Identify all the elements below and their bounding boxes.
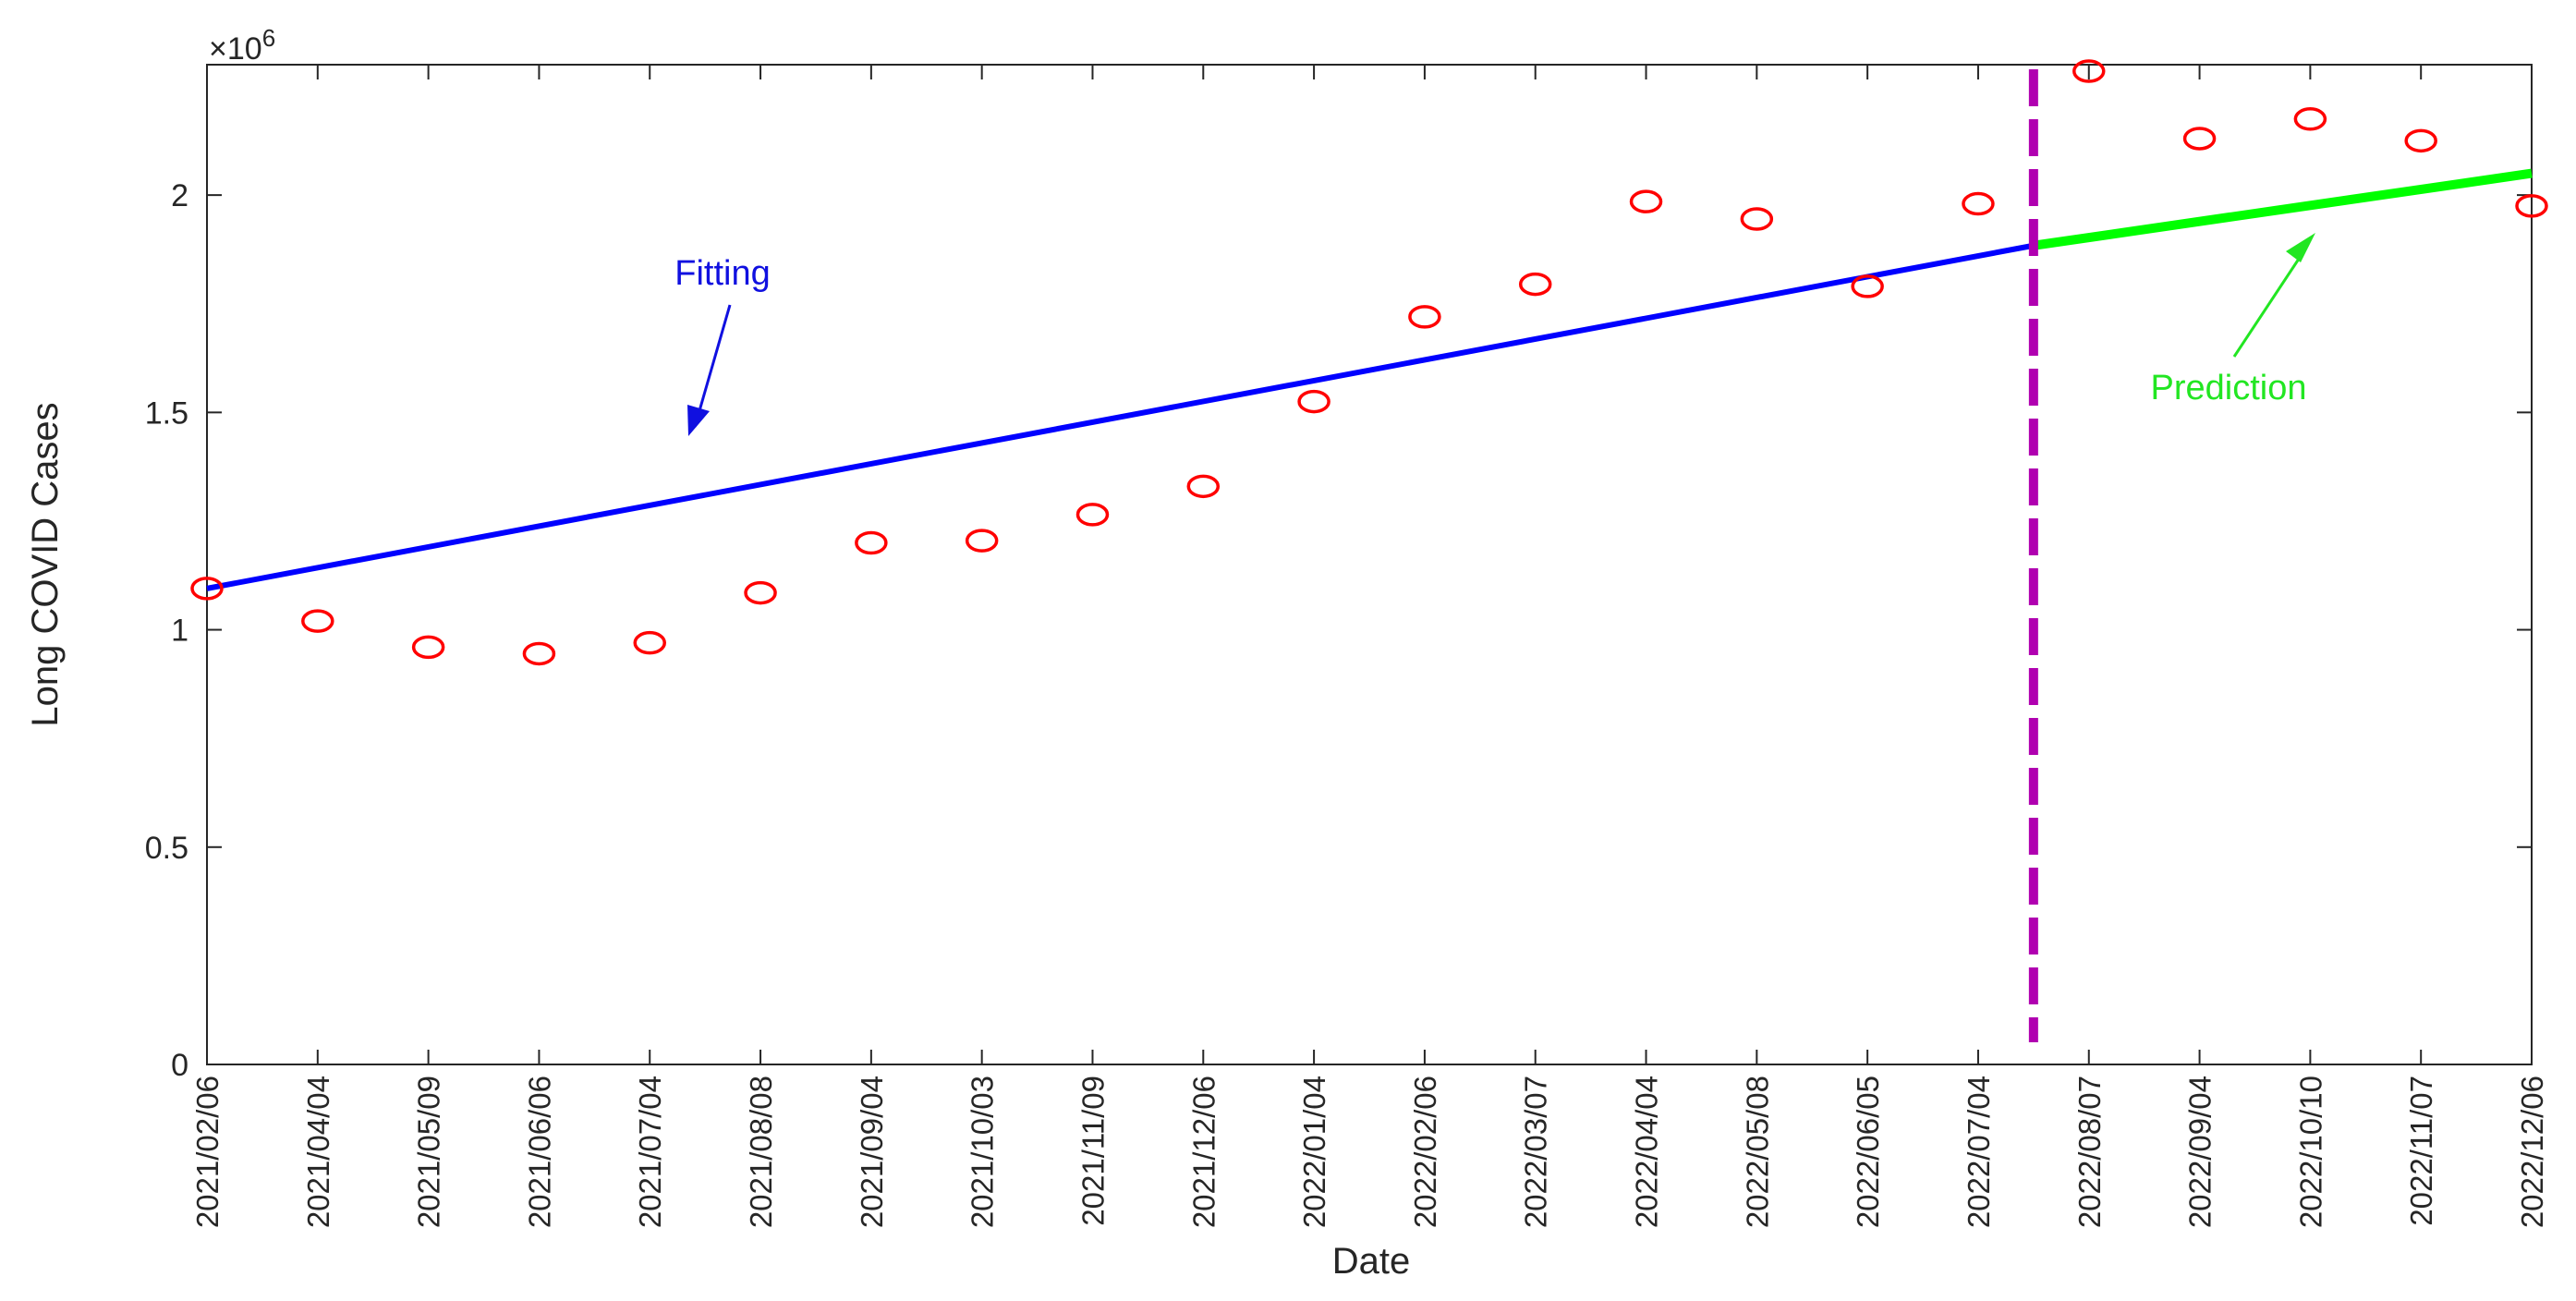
x-tick-label: 2021/09/04 bbox=[855, 1076, 889, 1228]
data-point bbox=[1629, 189, 1663, 213]
prediction-line bbox=[2033, 168, 2533, 250]
data-point bbox=[522, 641, 556, 666]
data-point bbox=[2515, 194, 2548, 218]
y-tick-label: 2 bbox=[171, 178, 188, 213]
fitting-annotation: Fitting bbox=[674, 254, 771, 436]
x-tick-label: 2022/07/04 bbox=[1962, 1076, 1996, 1228]
x-tick-label: 2022/10/10 bbox=[2293, 1076, 2327, 1228]
x-tick-label: 2022/01/04 bbox=[1297, 1076, 1331, 1228]
x-tick-label: 2022/04/04 bbox=[1630, 1076, 1664, 1228]
x-tick-label: 2022/09/04 bbox=[2183, 1076, 2218, 1228]
x-tick-label: 2022/03/07 bbox=[1519, 1076, 1553, 1228]
fitting-label: Fitting bbox=[674, 254, 770, 293]
data-marks bbox=[190, 59, 2548, 1042]
data-point bbox=[2072, 59, 2106, 83]
x-tick-label: 2022/05/08 bbox=[1740, 1076, 1774, 1228]
data-point bbox=[633, 630, 666, 655]
x-axis-label: Date bbox=[1332, 1241, 1411, 1282]
x-tick-label: 2022/12/06 bbox=[2515, 1076, 2549, 1228]
data-point bbox=[1962, 191, 1995, 216]
prediction-label: Prediction bbox=[2151, 369, 2307, 407]
x-tick-label: 2021/04/04 bbox=[301, 1076, 335, 1228]
x-tick-label: 2021/02/06 bbox=[190, 1076, 225, 1228]
data-point bbox=[1740, 207, 1774, 231]
fitting-line bbox=[206, 242, 2035, 591]
data-point bbox=[2293, 107, 2327, 131]
data-point bbox=[965, 529, 999, 553]
data-point bbox=[855, 530, 888, 555]
fitting-arrow bbox=[693, 304, 732, 428]
y-axis-ticks: 0 0.5 1 1.5 2 bbox=[145, 178, 2532, 1083]
y-exponent-label: ×106 bbox=[209, 24, 275, 67]
x-tick-label: 2021/12/06 bbox=[1186, 1076, 1221, 1228]
x-tick-label: 2021/06/06 bbox=[522, 1076, 556, 1228]
x-tick-label: 2022/06/05 bbox=[1851, 1076, 1885, 1228]
data-point bbox=[2182, 127, 2217, 151]
fitting-arrowhead bbox=[687, 405, 710, 436]
y-axis-label: Long COVID Cases bbox=[25, 402, 66, 726]
y-tick-label: 0.5 bbox=[145, 831, 188, 866]
prediction-arrowhead bbox=[2286, 233, 2315, 262]
x-tick-label: 2021/05/09 bbox=[412, 1076, 446, 1228]
data-point bbox=[744, 580, 777, 605]
data-point bbox=[190, 577, 224, 601]
data-point bbox=[1186, 474, 1221, 499]
y-tick-label: 1 bbox=[171, 614, 188, 649]
x-tick-label: 2021/11/09 bbox=[1075, 1076, 1110, 1226]
data-point bbox=[1075, 503, 1110, 527]
data-point bbox=[301, 609, 334, 633]
x-tick-label: 2022/08/07 bbox=[2072, 1076, 2107, 1228]
prediction-annotation: Prediction bbox=[2151, 233, 2315, 407]
prediction-arrow bbox=[2232, 247, 2308, 358]
x-axis-ticks: 2021/02/06 2021/04/04 2021/05/09 2021/06/06… bbox=[190, 65, 2549, 1228]
data-point bbox=[1408, 305, 1441, 329]
data-point bbox=[1297, 389, 1331, 414]
plot-area bbox=[206, 64, 2533, 1065]
data-point bbox=[1518, 272, 1552, 297]
y-tick-label: 0 bbox=[171, 1048, 188, 1083]
y-tick-label: 1.5 bbox=[145, 395, 188, 431]
x-tick-label: 2022/02/06 bbox=[1408, 1076, 1442, 1228]
x-tick-label: 2022/11/07 bbox=[2404, 1076, 2438, 1226]
data-point bbox=[1851, 274, 1884, 298]
data-point bbox=[411, 635, 445, 660]
data-point bbox=[2404, 128, 2437, 153]
x-tick-label: 2021/08/08 bbox=[744, 1076, 778, 1228]
x-tick-label: 2021/10/03 bbox=[966, 1076, 1000, 1228]
y-exponent-power: 6 bbox=[262, 24, 275, 52]
x-tick-label: 2021/07/04 bbox=[633, 1076, 667, 1228]
